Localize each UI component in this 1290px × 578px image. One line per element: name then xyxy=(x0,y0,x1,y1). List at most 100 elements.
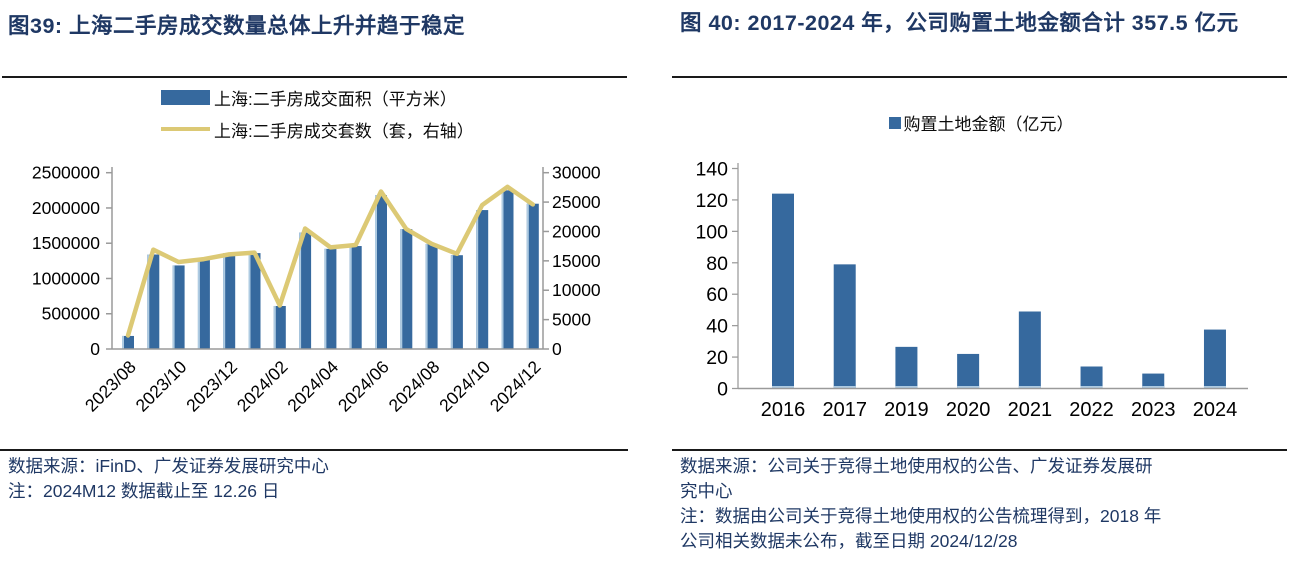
bar-base-highlight xyxy=(1203,386,1226,389)
bar-base-highlight xyxy=(1018,386,1041,389)
left-axis-tick-label: 2000000 xyxy=(32,198,100,218)
bar xyxy=(501,190,514,349)
x-axis-tick-label: 2023/12 xyxy=(182,357,241,416)
bar xyxy=(1018,311,1041,389)
bar xyxy=(476,210,489,349)
bar xyxy=(450,255,463,349)
figure-40-source-text-line2: 究中心 xyxy=(680,481,733,501)
bar xyxy=(1142,373,1165,389)
y-axis-tick-label: 20 xyxy=(706,347,728,369)
y-axis-tick-label: 100 xyxy=(695,221,728,243)
x-axis-tick-label: 2024/02 xyxy=(233,357,292,416)
bar xyxy=(248,253,261,349)
bar-highlight xyxy=(299,232,302,349)
right-axis-tick-label: 10000 xyxy=(552,280,601,300)
bar xyxy=(197,258,210,349)
legend-entry-units: 上海:二手房成交套数（套，右轴） xyxy=(161,119,474,141)
bar-base-highlight xyxy=(895,386,918,389)
bar-highlight xyxy=(501,190,504,349)
left-axis-tick-label: 1000000 xyxy=(32,268,100,288)
bar xyxy=(425,243,438,349)
land-purchase-chart: 0 20 40 60 80 100 120 140 2016 2017 2019 2020 2021 20… xyxy=(695,159,1248,421)
bar xyxy=(172,265,185,349)
bar xyxy=(375,195,387,349)
figure-40-legend: 购置土地金额（亿元） xyxy=(672,110,1290,135)
bar xyxy=(122,335,134,349)
line-swatch-icon xyxy=(161,126,210,132)
bar-swatch-icon xyxy=(888,116,901,129)
figure-40-panel: 图 40: 2017-2024 年，公司购置土地金额合计 357.5 亿元 购置… xyxy=(672,0,1290,578)
x-axis-tick-label: 2016 xyxy=(761,399,806,421)
x-axis-tick-label: 2024/06 xyxy=(334,357,393,416)
bar xyxy=(895,346,918,389)
right-axis-tick-label: 5000 xyxy=(552,310,591,330)
y-axis-tick-label: 120 xyxy=(695,190,728,212)
x-axis-tick-label: 2020 xyxy=(946,399,991,421)
figure-39-source-text: 数据来源：iFinD、广发证券发展研究中心 xyxy=(8,456,329,476)
bar xyxy=(324,248,337,349)
bar xyxy=(1203,329,1226,389)
line-series xyxy=(125,184,536,338)
bar xyxy=(349,246,362,349)
bar-base-highlight xyxy=(1142,386,1165,389)
bar xyxy=(299,232,312,349)
bar-highlight xyxy=(223,253,226,349)
x-axis-tick-label: 2024/04 xyxy=(283,357,342,416)
left-axis-tick-label: 1500000 xyxy=(32,233,100,253)
bar-highlight xyxy=(526,203,529,349)
bar xyxy=(772,193,794,389)
figure-39-bottom-rule xyxy=(0,449,628,451)
bar-highlight xyxy=(172,265,175,349)
bar-base-highlight xyxy=(1080,386,1103,389)
x-axis-tick-label: 2024/12 xyxy=(486,357,545,416)
figure-40-top-rule xyxy=(672,76,1287,78)
left-axis-tick-label: 2500000 xyxy=(32,163,100,183)
bar xyxy=(223,253,236,349)
bar xyxy=(400,229,413,349)
figure-39-footer: 数据来源：iFinD、广发证券发展研究中心 注：2024M12 数据截止至 12… xyxy=(8,454,329,504)
bar-base-highlight xyxy=(957,386,980,389)
bar-highlight xyxy=(273,305,276,349)
bar xyxy=(957,353,980,389)
right-axis-tick-label: 25000 xyxy=(552,192,601,212)
y-axis-tick-label: 0 xyxy=(717,379,728,401)
bar-highlight xyxy=(324,248,327,349)
figure-40-title: 图 40: 2017-2024 年，公司购置土地金额合计 357.5 亿元 xyxy=(680,11,1239,35)
figure-40-source-text-line1: 数据来源：公司关于竞得土地使用权的公告、广发证券发展研 xyxy=(680,456,1153,476)
x-axis-tick-label: 2024 xyxy=(1193,399,1238,421)
figure-39-title: 图39: 上海二手房成交数量总体上升并趋于稳定 xyxy=(8,14,466,38)
right-axis-tick-label: 15000 xyxy=(552,251,601,271)
y-axis-tick-label: 60 xyxy=(706,284,728,306)
figure-39-note-text: 注：2024M12 数据截止至 12.26 日 xyxy=(8,481,280,501)
x-axis-tick-label: 2024/08 xyxy=(385,357,444,416)
bar xyxy=(526,203,539,349)
bar xyxy=(833,264,856,389)
bar-highlight xyxy=(122,335,124,349)
bar-highlight xyxy=(375,195,377,349)
bar xyxy=(1080,366,1103,389)
x-axis-tick-label: 2023/08 xyxy=(81,357,140,416)
right-axis-tick-label: 20000 xyxy=(552,221,601,241)
figure-40-note-text-line1: 注：数据由公司关于竞得土地使用权的公告梳理得到，2018 年 xyxy=(680,506,1162,526)
legend-bar-label: 购置土地金额（亿元） xyxy=(903,115,1074,134)
left-axis-tick-label: 0 xyxy=(90,339,100,359)
y-axis-tick-label: 140 xyxy=(695,159,728,181)
bar-swatch-icon xyxy=(161,89,210,105)
bar-base-highlight xyxy=(772,386,794,389)
legend-entry-area: 上海:二手房成交面积（平方米） xyxy=(161,87,474,109)
legend-line-label: 上海:二手房成交套数（套，右轴） xyxy=(214,121,474,141)
figure-40-bottom-rule xyxy=(672,449,1287,451)
figure-39-legend: 上海:二手房成交面积（平方米） 上海:二手房成交套数（套，右轴） xyxy=(161,87,474,141)
bar-highlight xyxy=(425,243,428,349)
x-axis-tick-label: 2017 xyxy=(822,399,867,421)
bar-highlight xyxy=(147,254,150,349)
bar-highlight xyxy=(248,253,251,349)
bar-highlight xyxy=(450,255,453,349)
right-axis-tick-label: 30000 xyxy=(552,163,601,183)
figure-40-note-text-line2: 公司相关数据未公布，截至日期 2024/12/28 xyxy=(680,531,1018,551)
y-axis-tick-label: 80 xyxy=(706,253,728,275)
bar xyxy=(273,305,286,349)
bar-highlight xyxy=(400,229,403,349)
right-axis-tick-label: 0 xyxy=(552,339,562,359)
